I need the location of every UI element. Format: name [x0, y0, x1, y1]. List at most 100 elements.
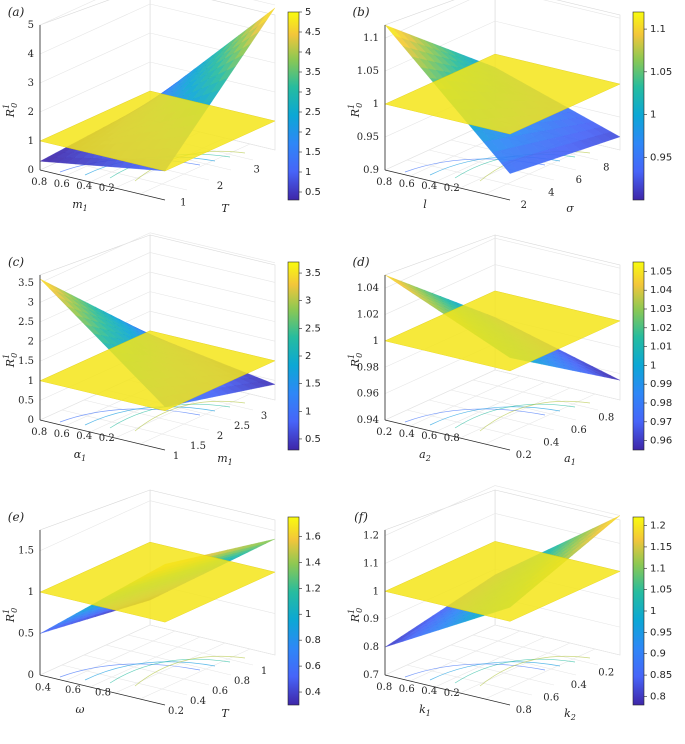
colorbar-tick-label: 1.4 — [305, 557, 321, 568]
floor-grid-line — [459, 387, 571, 439]
reference-plane — [39, 90, 276, 172]
floor-grid-line — [127, 634, 254, 666]
z-grid-line — [494, 485, 621, 516]
y-tick-label: 0.6 — [212, 686, 228, 697]
x-tick-label: 0.4 — [35, 682, 51, 693]
colorbar-tick-label: 1 — [650, 606, 656, 617]
z-tick-label: 1 — [373, 99, 379, 110]
z-axis-label: R10 — [2, 608, 19, 623]
panel-label: (d) — [352, 255, 369, 269]
z-tick-label: 1.5 — [18, 356, 34, 367]
x-tick-label: 0.6 — [65, 685, 81, 696]
floor-grid-line — [450, 389, 577, 421]
z-tick-label: 0 — [28, 165, 34, 176]
floor-grid-line — [139, 393, 251, 445]
panel-f: 0.70.80.911.11.20.8 0.6 0.4 0.20.80.60.40.2… — [347, 485, 672, 722]
colorbar-tick-label: 1.05 — [650, 67, 672, 78]
colorbar-tick-label: 1.05 — [650, 585, 672, 596]
y-axis-label: σ — [566, 202, 574, 215]
colorbar-tick-label: 1.5 — [305, 379, 321, 390]
y-axis-label: a1 — [564, 452, 576, 467]
floor-contour — [109, 658, 231, 684]
z-tick-label: 0.9 — [363, 165, 379, 176]
reference-plane — [384, 53, 621, 135]
x-axis-label: m1 — [72, 198, 88, 213]
floor-contour — [84, 661, 216, 681]
reference-plane — [39, 541, 276, 623]
x-tick-label: 0.4 — [421, 686, 437, 697]
z-grid-line — [39, 0, 96, 26]
colorbar-tick-label: 1.03 — [650, 304, 672, 315]
floor-grid-line — [409, 375, 521, 427]
panel-label: (c) — [8, 255, 24, 269]
colorbar-tick-label: 0.96 — [650, 436, 672, 447]
z-axis-label: R10 — [2, 353, 19, 368]
x-axis-label: a2 — [419, 448, 431, 463]
z-tick-label: 0 — [28, 415, 34, 426]
floor-grid-line — [139, 143, 251, 195]
colorbar-tick-label: 0.4 — [305, 687, 321, 698]
floor-grid-line — [450, 644, 577, 676]
floor-grid-line — [484, 143, 596, 195]
x-tick-label: 0.6 — [399, 684, 415, 695]
colorbar-tick-label: 3.5 — [305, 67, 321, 78]
z-grid-line — [39, 500, 151, 551]
z-grid-line — [149, 32, 276, 64]
z-grid-line — [494, 20, 621, 52]
y-tick-label: 0.2 — [598, 667, 614, 678]
z-grid-line — [149, 271, 276, 303]
x-tick-label: 0.8 — [31, 177, 47, 188]
y-axis-line — [39, 419, 166, 451]
floor-contour — [134, 400, 246, 432]
colorbar-tick-label: 4.5 — [305, 27, 321, 38]
floor-grid-line — [434, 636, 546, 688]
surface-patch — [603, 515, 621, 527]
y-tick-label: 4 — [548, 187, 554, 198]
z-tick-label: 0.8 — [363, 642, 379, 653]
y-axis-line — [384, 419, 511, 451]
z-tick-label: 2 — [28, 107, 34, 118]
floor-grid-line — [484, 648, 596, 700]
z-grid-line — [494, 369, 621, 401]
z-tick-label: 5 — [28, 20, 34, 31]
x-axis-label: α1 — [74, 448, 87, 463]
z-grid-line — [39, 232, 151, 284]
floor-grid-line — [64, 630, 176, 682]
z-grid-line — [149, 291, 276, 322]
panel-a: 0 1 2 3 4 5 0.8 0.6 0.4 0.2 1 2 3 m1 T R10 (a) 0.5 1 1.5 2 2.… — [2, 0, 321, 215]
colorbar-tick-label: 5 — [305, 7, 311, 18]
z-grid-line — [384, 237, 496, 289]
z-axis-label: R10 — [2, 103, 19, 118]
z-tick-label: 1.1 — [363, 33, 379, 44]
z-grid-line — [39, 61, 151, 113]
panel-label: (f) — [354, 510, 368, 524]
y-axis-line — [384, 674, 511, 706]
colorbar-tick-label: 2 — [305, 351, 311, 362]
colorbar — [287, 11, 300, 201]
colorbar-tick-label: 2 — [305, 127, 311, 138]
colorbar-tick-label: 0.99 — [650, 379, 672, 390]
reference-plane — [39, 330, 276, 412]
panel-c: 0 0.5 1 1.5 2 2.5 3 3.5 0.8 0.6 0.4 0.2 1 1.5 2 2.5 3 α1 m… — [2, 232, 321, 467]
floor-contour — [84, 406, 216, 426]
colorbar-tick-label: 0.97 — [650, 417, 672, 428]
floor-grid-line — [83, 654, 210, 686]
z-axis-label: R10 — [347, 608, 364, 623]
z-grid-line — [39, 624, 151, 676]
surface-patch — [603, 373, 621, 381]
floor-grid-line — [83, 399, 210, 431]
panel-label: (a) — [8, 5, 25, 19]
colorbar-tick-label: 3 — [305, 87, 311, 98]
x-tick-label: 0.4 — [76, 181, 92, 192]
floor-grid-line — [89, 636, 201, 688]
x-tick-label: 0.6 — [399, 179, 415, 190]
floor-grid-line — [105, 644, 232, 676]
panel-label: (e) — [8, 510, 25, 524]
colorbar — [632, 261, 645, 451]
floor-contour — [134, 655, 246, 687]
z-tick-label: 1.05 — [357, 66, 379, 77]
colorbar-tick-label: 1 — [305, 406, 311, 417]
x-tick-label: 0.8 — [376, 682, 392, 693]
y-tick-label: 0.6 — [543, 692, 559, 703]
